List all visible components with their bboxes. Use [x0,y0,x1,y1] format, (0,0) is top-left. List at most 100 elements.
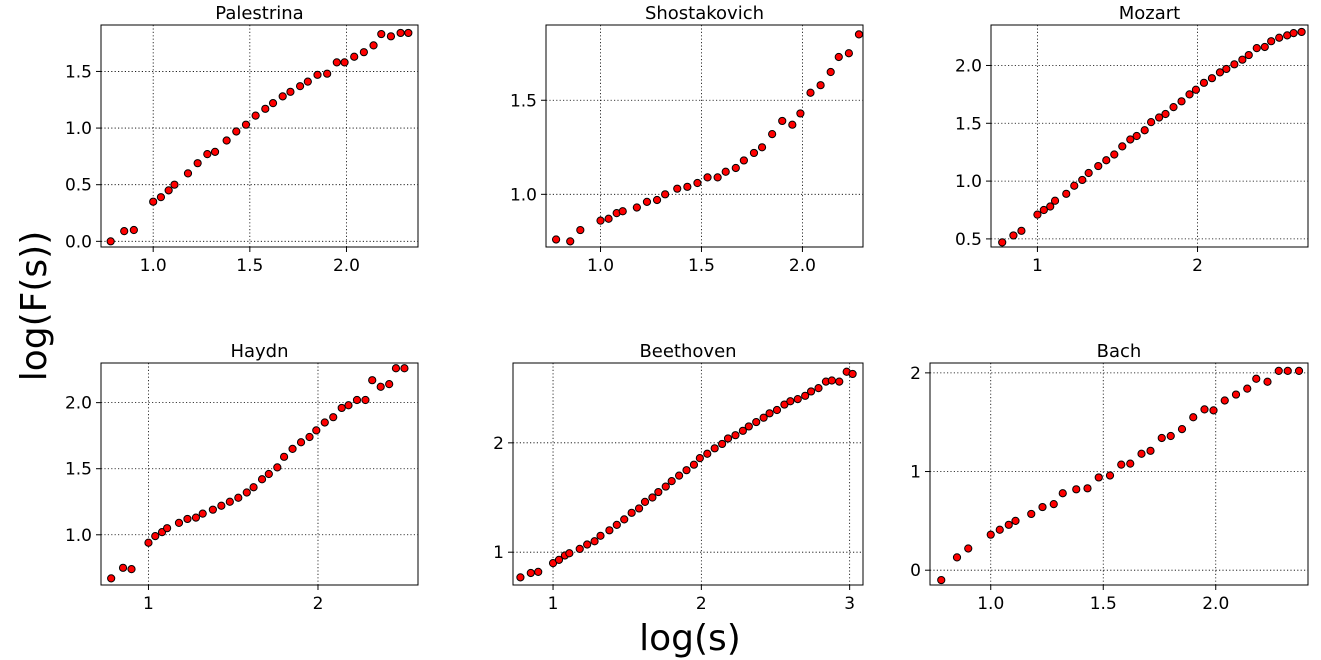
x-tick-label: 2.0 [333,256,360,276]
data-point [703,173,712,182]
data-point [848,369,857,379]
data-point [1062,189,1071,198]
data-point [1038,502,1047,512]
data-point [695,454,704,463]
data-point [1189,413,1198,422]
panel-title: Shostakovich [645,3,764,24]
data-point [1230,60,1239,69]
data-point [1252,44,1261,53]
data-point [793,394,802,404]
data-point [1126,135,1135,144]
panel-mozart: 1 2 0.5 1.0 1.5 2.0 Mozart [955,3,1309,276]
data-point [352,395,362,405]
data-point [1118,142,1127,151]
panel-title: Mozart [1119,3,1180,24]
data-point [627,508,636,517]
data-point [163,524,172,533]
y-tick-label: 2 [910,364,921,384]
data-point [1177,97,1186,106]
data-point [1252,374,1261,383]
data-point [127,565,136,574]
data-point [1222,64,1231,74]
panel-shostakovich: 1.0 1.5 2.0 1.0 1.5 Shostakovich [510,3,864,276]
data-point [1140,126,1149,135]
data-point [1238,55,1247,64]
data-point [806,88,815,97]
x-axis-label: log(s) [639,618,741,659]
data-point [174,518,184,527]
data-point [583,540,592,549]
data-point [350,52,359,61]
data-point [193,159,202,168]
data-point [1070,181,1079,190]
data-point [703,449,712,458]
data-point [605,526,614,535]
data-point [661,482,670,491]
axes-frame [545,24,864,248]
y-tick-label: 1.0 [510,185,537,205]
data-point [551,235,561,244]
data-point [554,555,564,564]
data-point [1094,473,1103,482]
data-point [323,69,332,78]
axes-frame [929,362,1309,586]
data-point [786,397,795,406]
data-point [673,184,682,193]
x-tick-label: 2.0 [1202,594,1229,614]
data-point [1263,377,1272,386]
data-point [640,497,650,506]
data-point [739,156,748,165]
data-point [208,505,217,514]
data-point [1166,431,1175,441]
data-point [1244,50,1253,60]
data-point [693,178,702,188]
data-point [386,32,396,41]
data-point [1274,366,1283,375]
data-point [368,376,377,385]
data-point [801,391,810,400]
data-point [1039,205,1048,215]
data-point [1260,42,1269,52]
data-point [305,432,314,442]
data-point [107,574,116,583]
data-point [1231,390,1241,399]
data-point [648,493,657,502]
data-point [854,30,864,39]
x-tick-label: 1 [1032,256,1043,276]
data-point [344,401,353,410]
data-point [1132,131,1141,141]
data-point [385,380,394,389]
data-point [652,195,662,205]
data-point [1169,102,1178,112]
data-point [749,148,759,158]
y-tick-label: 2.0 [65,394,92,414]
data-point [241,120,251,129]
data-point [376,382,385,391]
data-point [1033,210,1042,219]
data-point [1215,68,1225,77]
data-point [332,58,341,67]
data-point [1199,78,1209,87]
x-tick-label: 2 [1192,256,1203,276]
data-point [526,568,535,578]
data-point [1011,516,1020,525]
data-point [827,376,836,385]
data-point [279,452,289,461]
x-tick-label: 1.5 [236,256,263,276]
data-point [295,82,305,91]
y-tick-label: 2.0 [955,56,982,76]
data-point [1004,520,1013,529]
data-point [313,70,322,79]
data-point [1294,366,1304,375]
data-point [400,364,409,373]
data-point [752,417,761,427]
data-point [191,513,201,522]
data-point [590,537,599,546]
data-point [129,225,138,235]
data-point [296,438,306,447]
data-point [778,116,787,126]
data-point [183,514,192,524]
data-point [534,567,543,576]
data-point [210,147,220,156]
data-point [612,520,621,529]
